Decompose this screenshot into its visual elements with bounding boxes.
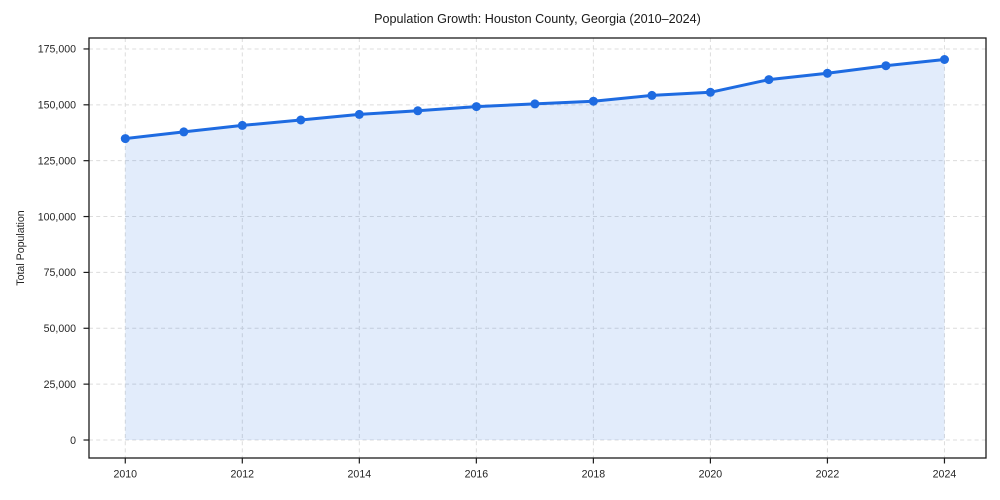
y-tick-label: 175,000 <box>38 44 76 56</box>
data-point <box>705 87 715 97</box>
data-point <box>940 55 949 64</box>
area-fill <box>125 59 945 440</box>
x-tick-label: 2014 <box>348 469 372 481</box>
x-tick-label: 2012 <box>231 469 255 481</box>
y-tick-label: 100,000 <box>38 211 76 223</box>
x-tick-label: 2018 <box>582 469 606 481</box>
y-tick-label: 125,000 <box>38 155 76 167</box>
data-point <box>647 90 657 100</box>
data-point <box>822 68 832 78</box>
y-tick-label: 150,000 <box>38 100 76 112</box>
plot-border <box>88 37 987 459</box>
data-point <box>588 96 598 106</box>
data-point <box>237 120 247 130</box>
x-tick-label: 2020 <box>699 469 723 481</box>
data-point <box>413 106 423 116</box>
y-tick-label: 50,000 <box>44 323 77 335</box>
y-tick-label: 75,000 <box>44 267 77 279</box>
data-point <box>471 102 481 112</box>
data-point <box>120 134 130 144</box>
data-point <box>296 115 306 125</box>
y-tick-label: 25,000 <box>44 379 77 391</box>
y-tick-label: 0 <box>70 435 76 447</box>
x-tick-label: 2022 <box>816 469 840 481</box>
chart-title: Population Growth: Houston County, Georg… <box>374 12 701 26</box>
data-point <box>179 127 189 137</box>
data-point <box>354 109 364 119</box>
data-point <box>881 61 891 71</box>
data-point <box>530 99 540 109</box>
data-point <box>764 75 774 85</box>
x-tick-label: 2024 <box>933 469 957 481</box>
x-tick-label: 2010 <box>113 469 137 481</box>
x-tick-label: 2016 <box>465 469 489 481</box>
